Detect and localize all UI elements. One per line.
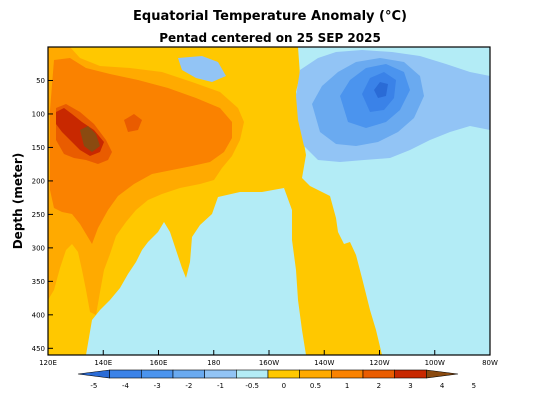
x-tick-label: 120W bbox=[369, 359, 389, 367]
colorbar-label: -4 bbox=[122, 382, 130, 390]
chart-title: Equatorial Temperature Anomaly (°C) bbox=[133, 9, 407, 24]
colorbar: -5 -4 -3 -2 -1 -0.5 0 0.5 1 2 3 4 5 bbox=[77, 369, 476, 390]
plot-area bbox=[48, 47, 490, 355]
colorbar-label: -5 bbox=[90, 382, 97, 390]
y-ticks: 50 100 150 200 250 300 350 400 450 bbox=[32, 77, 53, 353]
x-tick-label: 140E bbox=[94, 359, 112, 367]
colorbar-label: -0.5 bbox=[245, 382, 259, 390]
y-tick-label: 300 bbox=[32, 244, 45, 252]
colorbar-label: -1 bbox=[217, 382, 224, 390]
x-tick-label: 160W bbox=[259, 359, 279, 367]
y-tick-label: 150 bbox=[32, 144, 45, 152]
x-tick-label: 160E bbox=[150, 359, 168, 367]
y-axis-label: Depth (meter) bbox=[11, 153, 25, 250]
cold-region-1b bbox=[178, 56, 226, 82]
colorbar-swatch bbox=[331, 369, 364, 379]
colorbar-label: -3 bbox=[154, 382, 161, 390]
colorbar-label: 1 bbox=[345, 382, 349, 390]
colorbar-label: 0.5 bbox=[310, 382, 321, 390]
y-tick-label: 250 bbox=[32, 211, 45, 219]
y-tick-label: 450 bbox=[32, 345, 45, 353]
x-tick-label: 120E bbox=[39, 359, 57, 367]
colorbar-swatch bbox=[236, 369, 269, 379]
colorbar-label: 5 bbox=[472, 382, 476, 390]
colorbar-label: 0 bbox=[282, 382, 286, 390]
colorbar-label: 2 bbox=[377, 382, 381, 390]
y-tick-label: 200 bbox=[32, 177, 45, 185]
colorbar-label: 3 bbox=[408, 382, 412, 390]
x-ticks: 120E 140E 160E 180 160W 140W 120W 100W 80W bbox=[39, 350, 498, 367]
x-tick-label: 100W bbox=[425, 359, 445, 367]
colorbar-swatch bbox=[362, 369, 395, 379]
colorbar-label: 4 bbox=[440, 382, 445, 390]
x-tick-label: 180 bbox=[207, 359, 220, 367]
colorbar-swatch bbox=[172, 369, 205, 379]
colorbar-swatch bbox=[267, 369, 300, 379]
warm-region-2 bbox=[50, 58, 232, 244]
warm-region-5 bbox=[80, 126, 100, 152]
y-tick-label: 400 bbox=[32, 311, 45, 319]
y-tick-label: 100 bbox=[32, 110, 45, 118]
colorbar-swatch bbox=[204, 369, 237, 379]
colorbar-swatch bbox=[77, 369, 110, 379]
cold-region-5 bbox=[374, 82, 388, 98]
colorbar-swatch bbox=[394, 369, 427, 379]
chart-subtitle: Pentad centered on 25 SEP 2025 bbox=[159, 31, 381, 45]
colorbar-swatch bbox=[426, 369, 459, 379]
colorbar-swatch bbox=[109, 369, 142, 379]
warm-region-0-5-central bbox=[284, 176, 382, 355]
colorbar-label: -2 bbox=[185, 382, 192, 390]
y-tick-label: 350 bbox=[32, 278, 45, 286]
warm-region-2-patch bbox=[124, 114, 142, 132]
colorbar-swatch bbox=[141, 369, 174, 379]
x-tick-label: 140W bbox=[314, 359, 334, 367]
colorbar-swatch bbox=[299, 369, 332, 379]
x-tick-label: 80W bbox=[482, 359, 498, 367]
y-tick-label: 50 bbox=[36, 77, 45, 85]
